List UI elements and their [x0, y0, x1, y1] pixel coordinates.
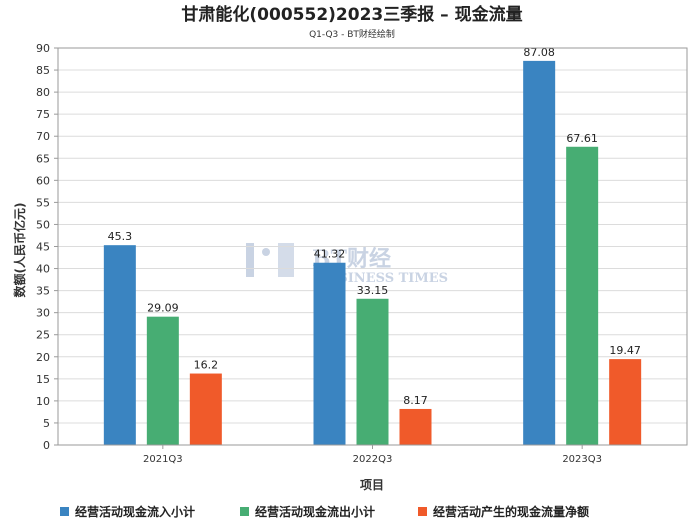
bar	[103, 245, 136, 445]
data-label: 45.3	[108, 230, 133, 243]
y-tick-label: 25	[36, 329, 50, 342]
data-label: 33.15	[357, 284, 389, 297]
x-axis-ticks: 2021Q3 2022Q3 2023Q3	[143, 445, 602, 465]
data-label: 41.32	[314, 248, 346, 261]
legend-swatch	[60, 507, 69, 516]
data-label: 87.08	[523, 46, 555, 59]
legend-label: 经营活动现金流入小计	[75, 504, 195, 519]
watermark-logo-block	[278, 243, 294, 277]
bar	[399, 408, 432, 445]
chart-subtitle: Q1-Q3 - BT财经绘制	[309, 28, 395, 40]
y-tick-label: 80	[36, 86, 50, 99]
y-tick-label: 90	[36, 42, 50, 55]
y-tick-label: 40	[36, 263, 50, 276]
x-tick-label: 2023Q3	[562, 454, 602, 465]
data-label: 67.61	[566, 132, 598, 145]
data-label: 8.17	[403, 394, 428, 407]
data-label: 16.2	[194, 359, 219, 372]
bar	[356, 298, 389, 445]
x-tick-label: 2022Q3	[353, 454, 393, 465]
watermark-logo-dot	[262, 248, 270, 256]
data-label: 19.47	[609, 344, 641, 357]
y-tick-label: 15	[36, 373, 50, 386]
y-tick-label: 20	[36, 351, 50, 364]
watermark: BT财经 BUSINESS TIMES	[246, 243, 448, 286]
bar	[313, 262, 346, 445]
bar	[146, 316, 179, 445]
legend-swatch	[418, 507, 427, 516]
y-axis-ticks: 0 5 10 15 20 25 30 35 40 45 50 55 60 65 70 75 80 85 90	[36, 42, 58, 452]
bars	[103, 60, 642, 446]
y-tick-label: 50	[36, 218, 50, 231]
y-tick-label: 30	[36, 307, 50, 320]
plot-area	[57, 47, 688, 446]
y-tick-label: 0	[43, 439, 50, 452]
y-tick-label: 75	[36, 108, 50, 121]
watermark-logo-bar	[246, 243, 254, 277]
y-tick-label: 5	[43, 417, 50, 430]
y-tick-label: 85	[36, 64, 50, 77]
y-tick-label: 70	[36, 130, 50, 143]
legend-swatch	[240, 507, 249, 516]
x-axis-title: 项目	[360, 478, 384, 492]
y-tick-label: 45	[36, 241, 50, 254]
y-tick-label: 65	[36, 152, 50, 165]
data-labels: 45.3 29.09 16.2 41.32 33.15 8.17 87.08 67.61 19.…	[108, 46, 641, 407]
chart-title: 甘肃能化(000552)2023三季报 – 现金流量	[181, 4, 522, 25]
bar	[566, 146, 599, 445]
data-label: 29.09	[147, 302, 179, 315]
bar	[189, 373, 222, 445]
bar	[609, 359, 642, 445]
y-tick-label: 55	[36, 196, 50, 209]
y-tick-label: 35	[36, 285, 50, 298]
legend: 经营活动现金流入小计 经营活动现金流出小计 经营活动产生的现金流量净额	[60, 504, 589, 519]
legend-label: 经营活动现金流出小计	[255, 504, 375, 519]
y-axis-title: 数额(人民币亿元)	[12, 203, 27, 298]
legend-label: 经营活动产生的现金流量净额	[433, 504, 589, 519]
bar	[523, 60, 556, 446]
y-tick-label: 10	[36, 395, 50, 408]
x-tick-label: 2021Q3	[143, 454, 183, 465]
y-tick-label: 60	[36, 174, 50, 187]
watermark-subtext: BUSINESS TIMES	[316, 271, 448, 286]
